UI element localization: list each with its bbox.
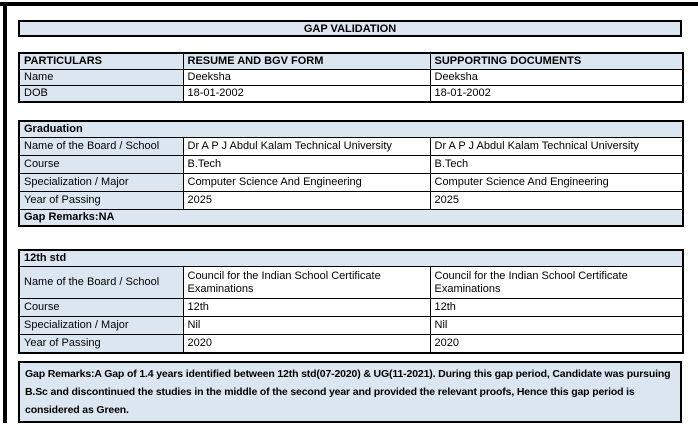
page-frame-top-border <box>0 2 698 6</box>
cell-course-resume: B.Tech <box>182 155 431 174</box>
cell-course-supporting: 12th <box>429 298 684 317</box>
cell-name-supporting: Deeksha <box>429 69 684 86</box>
twelfth-gap-remarks: Gap Remarks:A Gap of 1.4 years identifie… <box>18 360 682 423</box>
cell-dob-supporting: 18-01-2002 <box>429 85 684 103</box>
spacer <box>18 227 682 249</box>
graduation-gap-remarks: Gap Remarks:NA <box>18 209 684 227</box>
spacer <box>18 103 682 120</box>
table-row: Course 12th 12th <box>18 298 684 317</box>
cell-board-supporting: Council for the Indian School Certificat… <box>429 266 684 299</box>
section-title-graduation: Graduation <box>18 120 684 138</box>
row-label-dob: DOB <box>18 85 184 103</box>
row-label-course: Course <box>18 298 184 317</box>
cell-dob-resume: 18-01-2002 <box>182 85 431 103</box>
cell-specialization-supporting: Nil <box>429 316 684 335</box>
table-row: DOB 18-01-2002 18-01-2002 <box>18 85 684 103</box>
page-title: GAP VALIDATION <box>18 20 682 37</box>
document-content: GAP VALIDATION PARTICULARS RESUME AND BG… <box>18 20 685 423</box>
cell-course-resume: 12th <box>182 298 431 317</box>
page-frame-left-border <box>3 2 7 423</box>
particulars-table: PARTICULARS RESUME AND BGV FORM SUPPORTI… <box>18 52 684 103</box>
cell-course-supporting: B.Tech <box>429 155 684 174</box>
header-supporting-documents: SUPPORTING DOCUMENTS <box>429 52 684 70</box>
cell-name-resume: Deeksha <box>182 69 431 86</box>
table-row: Name of the Board / School Council for t… <box>18 266 684 299</box>
row-label-specialization: Specialization / Major <box>18 316 184 335</box>
table-header-row: PARTICULARS RESUME AND BGV FORM SUPPORTI… <box>18 52 684 70</box>
header-particulars: PARTICULARS <box>18 52 184 70</box>
table-row: Year of Passing 2020 2020 <box>18 334 684 353</box>
cell-year-supporting: 2020 <box>429 334 684 353</box>
table-row: Specialization / Major Nil Nil <box>18 316 684 335</box>
cell-board-resume: Council for the Indian School Certificat… <box>182 266 431 299</box>
row-label-year-of-passing: Year of Passing <box>18 191 184 210</box>
cell-board-supporting: Dr A P J Abdul Kalam Technical Universit… <box>429 137 684 156</box>
cell-board-resume: Dr A P J Abdul Kalam Technical Universit… <box>182 137 431 156</box>
cell-specialization-resume: Nil <box>182 316 431 335</box>
section-header-row: 12th std <box>18 249 684 267</box>
table-row: Course B.Tech B.Tech <box>18 155 684 174</box>
section-title-12th-std: 12th std <box>18 249 684 267</box>
table-row: Name Deeksha Deeksha <box>18 69 684 86</box>
cell-specialization-supporting: Computer Science And Engineering <box>429 173 684 192</box>
row-label-board-school: Name of the Board / School <box>18 266 184 299</box>
twelfth-std-table: 12th std Name of the Board / School Coun… <box>18 249 685 354</box>
row-label-name: Name <box>18 69 184 86</box>
cell-year-resume: 2025 <box>182 191 431 210</box>
graduation-table: Graduation Name of the Board / School Dr… <box>18 120 684 227</box>
spacer <box>18 354 682 361</box>
row-label-board-school: Name of the Board / School <box>18 137 184 156</box>
table-row: Specialization / Major Computer Science … <box>18 173 684 192</box>
cell-year-resume: 2020 <box>182 334 431 353</box>
gap-remarks-row: Gap Remarks:NA <box>18 209 684 227</box>
row-label-year-of-passing: Year of Passing <box>18 334 184 353</box>
section-header-row: Graduation <box>18 120 684 138</box>
table-row: Name of the Board / School Dr A P J Abdu… <box>18 137 684 156</box>
row-label-specialization: Specialization / Major <box>18 173 184 192</box>
cell-specialization-resume: Computer Science And Engineering <box>182 173 431 192</box>
table-row: Year of Passing 2025 2025 <box>18 191 684 210</box>
header-resume-bgv-form: RESUME AND BGV FORM <box>182 52 431 70</box>
row-label-course: Course <box>18 155 184 174</box>
cell-year-supporting: 2025 <box>429 191 684 210</box>
